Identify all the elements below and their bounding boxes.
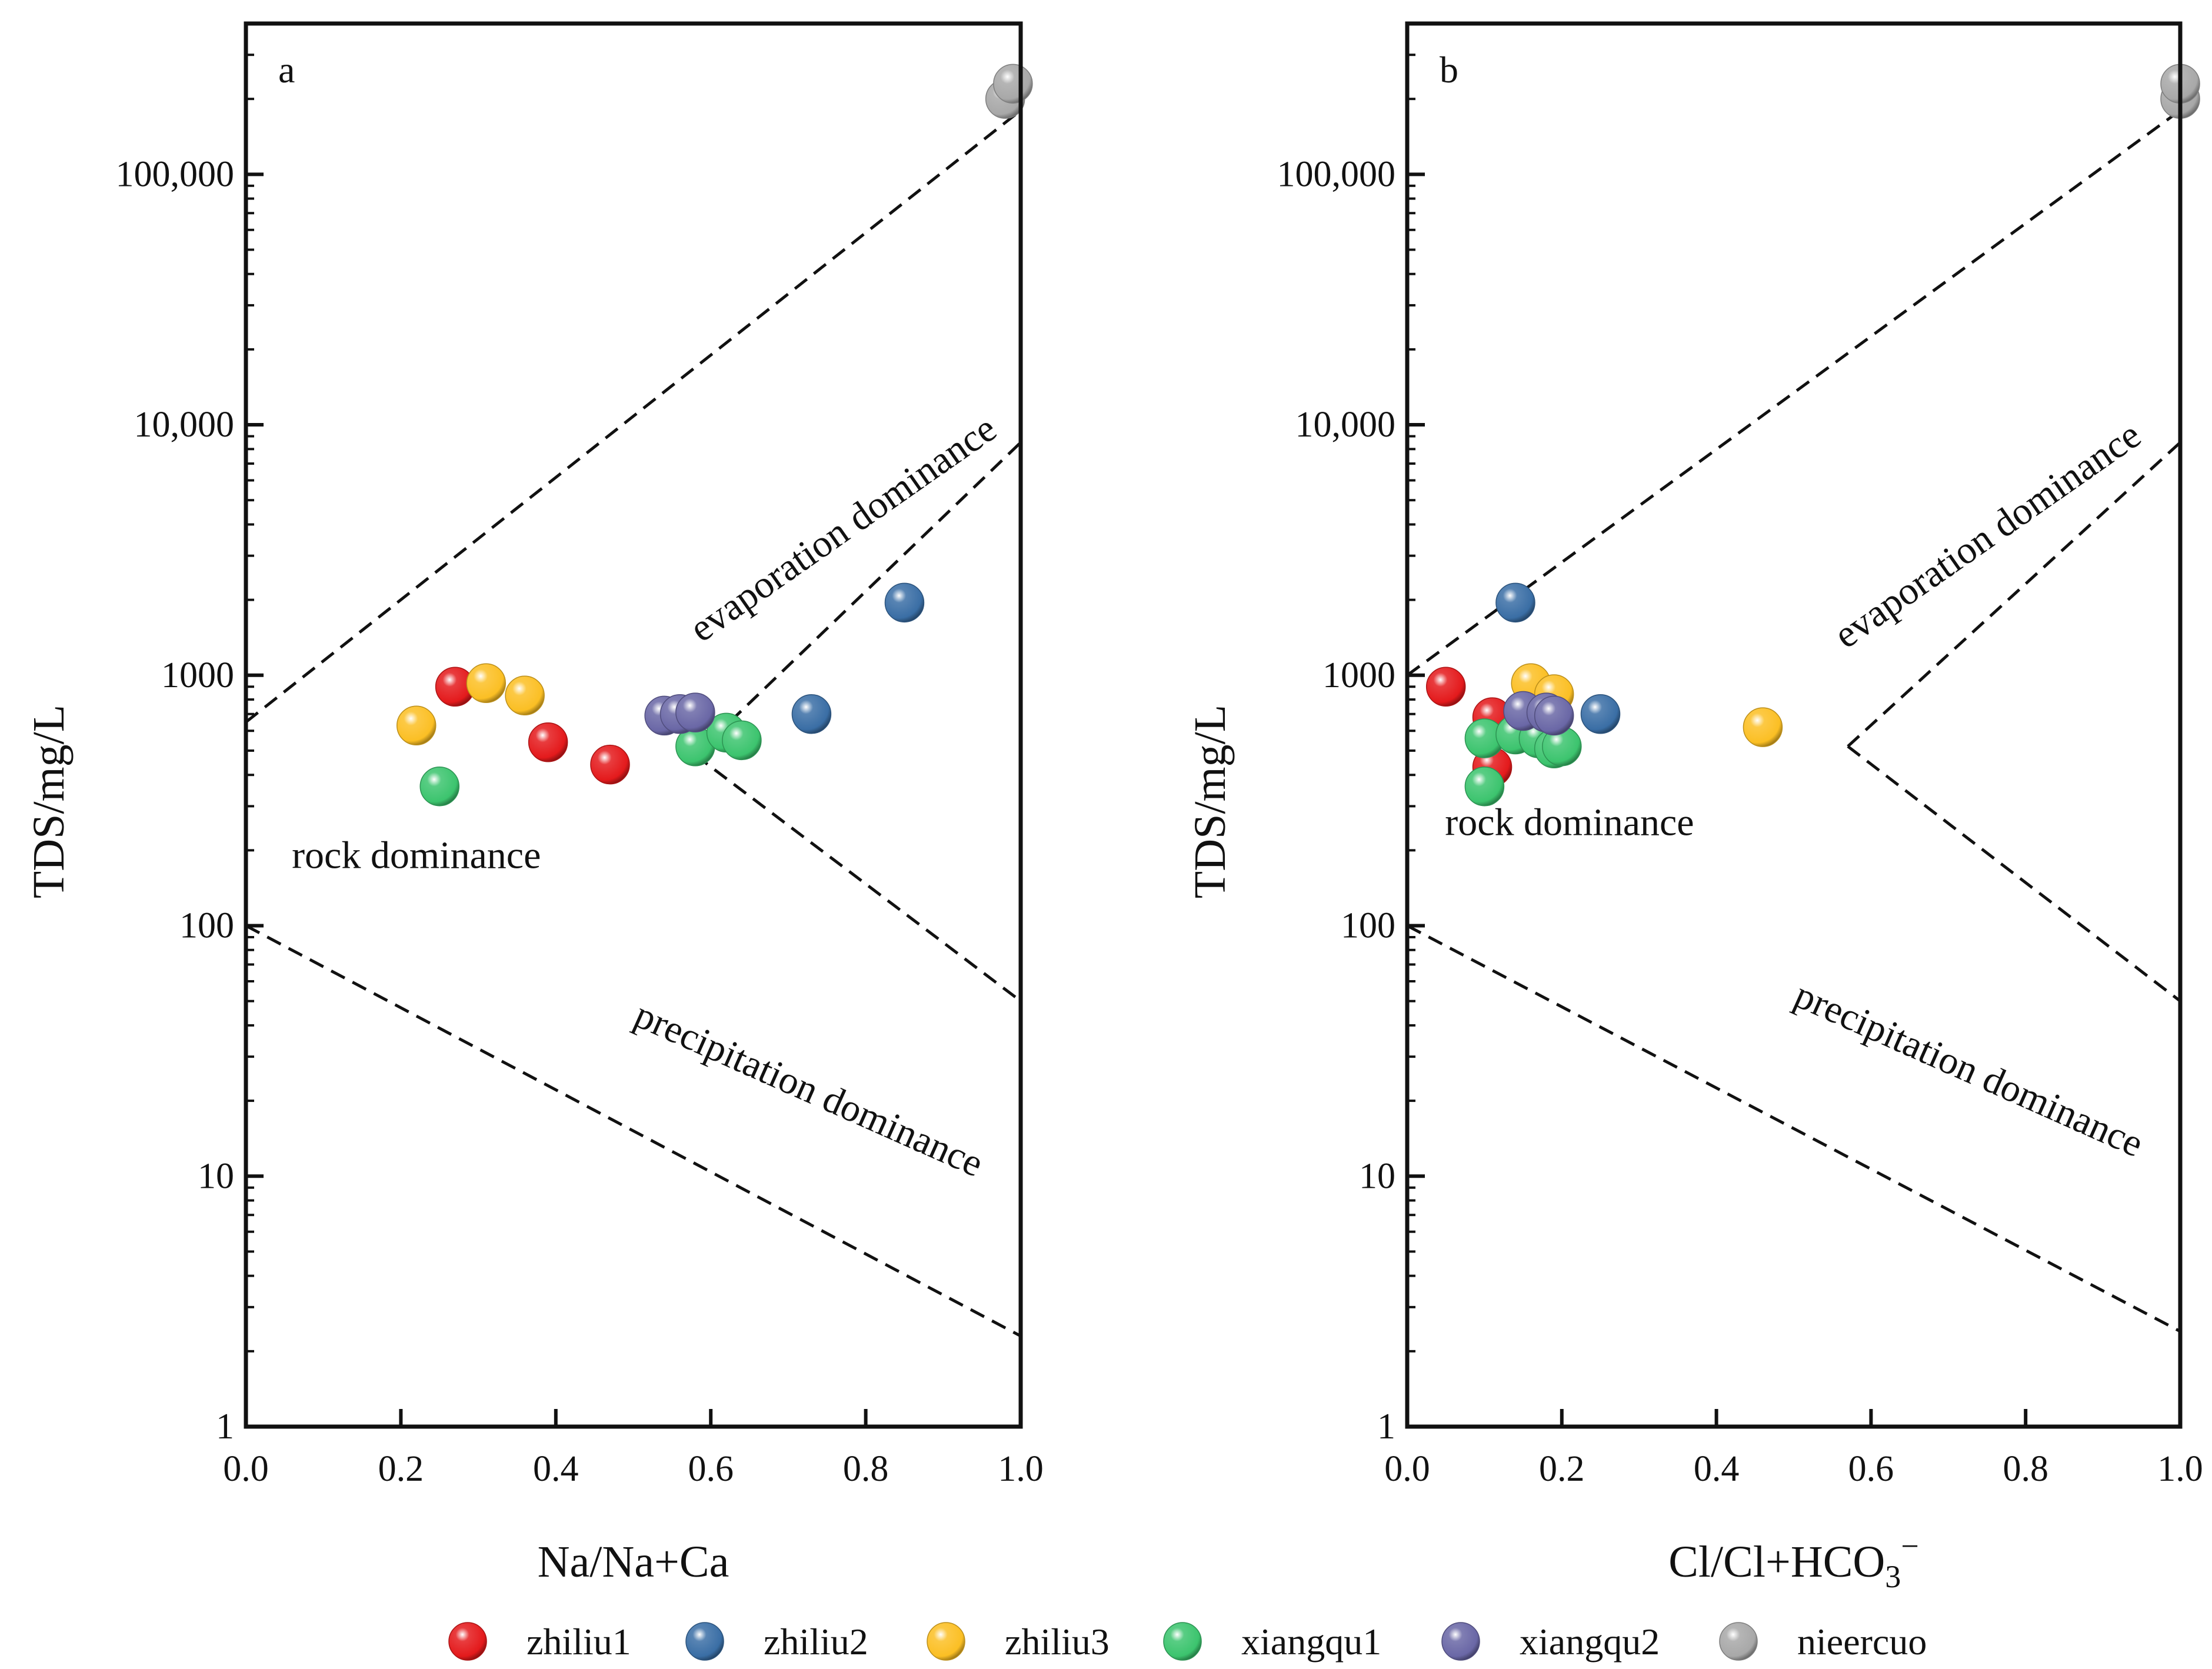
legend-marker-xiangqu1 bbox=[1163, 1622, 1202, 1661]
legend: zhiliu1 zhiliu2 zhiliu3 xiangqu1 xiangqu2 nie… bbox=[448, 1621, 1927, 1663]
legend-label: zhiliu3 bbox=[1005, 1621, 1110, 1663]
x-tick-label: 1.0 bbox=[998, 1449, 1044, 1489]
boundary-inner-upper bbox=[1847, 441, 2180, 748]
data-point-zhiliu1 bbox=[590, 744, 630, 785]
boundary-inner-lower bbox=[694, 754, 1021, 1002]
x-tick-label: 0.2 bbox=[378, 1449, 424, 1489]
y-tick-label: 10,000 bbox=[1295, 405, 1396, 445]
x-axis-title-main: Cl/Cl+HCO bbox=[1668, 1537, 1885, 1587]
data-point-zhiliu2 bbox=[791, 694, 832, 734]
boundary-lower bbox=[1407, 924, 2180, 1333]
y-tick-label: 1 bbox=[216, 1407, 234, 1447]
y-tick-label: 100,000 bbox=[116, 154, 235, 194]
data-point-zhiliu2 bbox=[1495, 582, 1535, 623]
data-point-xiangqu1 bbox=[1464, 766, 1505, 807]
x-axis-title-subscript: 3 bbox=[1885, 1559, 1901, 1594]
y-axis-title: TDS/mg/L bbox=[24, 705, 74, 898]
plot-frame bbox=[244, 21, 1023, 1429]
x-axis-title: Cl/Cl+HCO3− bbox=[1668, 1528, 1919, 1594]
data-point-xiangqu2 bbox=[675, 692, 715, 732]
boundary-lower bbox=[246, 924, 1021, 1338]
x-tick-label: 0.6 bbox=[1848, 1449, 1894, 1489]
legend-label: xiangqu2 bbox=[1520, 1621, 1660, 1663]
data-point-zhiliu1 bbox=[1425, 667, 1466, 707]
boundary-inner-upper bbox=[694, 441, 1021, 757]
data-point-xiangqu2 bbox=[1534, 695, 1574, 736]
x-tick-label: 0.8 bbox=[843, 1449, 889, 1489]
x-tick-label: 0.8 bbox=[2003, 1449, 2048, 1489]
y-tick-label: 100,000 bbox=[1277, 154, 1396, 194]
legend-label: zhiliu2 bbox=[764, 1621, 868, 1663]
region-label: rock dominance bbox=[292, 834, 541, 877]
region-label: precipitation dominance bbox=[1788, 973, 2150, 1165]
y-tick-label: 10 bbox=[198, 1156, 234, 1196]
legend-marker-zhiliu2 bbox=[685, 1622, 724, 1661]
x-axis-title-superscript: − bbox=[1901, 1528, 1918, 1564]
data-point-zhiliu3 bbox=[505, 675, 545, 715]
legend-marker-nieercuo bbox=[1719, 1622, 1758, 1661]
boundary-lines bbox=[1407, 109, 2180, 1333]
x-axis-title: Na/Na+Ca bbox=[538, 1537, 729, 1587]
legend-label: zhiliu1 bbox=[527, 1621, 631, 1663]
data-point-xiangqu1 bbox=[419, 766, 459, 807]
boundary-inner-lower bbox=[1847, 745, 2180, 1002]
y-tick-label: 1000 bbox=[161, 655, 234, 695]
x-tick-label: 1.0 bbox=[2157, 1449, 2203, 1489]
y-tick-label: 10,000 bbox=[134, 405, 235, 445]
boundary-upper bbox=[1407, 109, 2180, 677]
x-tick-label: 0.2 bbox=[1539, 1449, 1585, 1489]
y-tick-label: 10 bbox=[1359, 1156, 1395, 1196]
boundary-lines bbox=[246, 109, 1021, 1338]
x-tick-label: 0.0 bbox=[1384, 1449, 1430, 1489]
legend-marker-zhiliu1 bbox=[448, 1622, 487, 1661]
panel-label: a bbox=[278, 49, 295, 91]
y-axis-title: TDS/mg/L bbox=[1185, 705, 1235, 898]
data-point-zhiliu3 bbox=[396, 705, 437, 745]
panel-b: 1 10 100 1000 10,000 100,000 0.0 0.2 0.4 0.6 0.8 1.… bbox=[1185, 21, 2203, 1594]
data-point-zhiliu2 bbox=[1580, 694, 1621, 734]
x-tick-label: 0.4 bbox=[1694, 1449, 1740, 1489]
plot-frame bbox=[1405, 21, 2183, 1429]
y-tick-label: 1000 bbox=[1322, 655, 1395, 695]
x-tick-label: 0.4 bbox=[533, 1449, 579, 1489]
legend-marker-zhiliu3 bbox=[927, 1622, 965, 1661]
boundary-upper bbox=[246, 109, 1021, 724]
legend-label: nieercuo bbox=[1797, 1621, 1927, 1663]
data-point-nieercuo bbox=[993, 64, 1033, 104]
x-axis-title-main: Na/Na+Ca bbox=[538, 1537, 729, 1587]
y-tick-label: 100 bbox=[179, 906, 234, 946]
panel-a: 1 10 100 1000 10,000 100,000 0.0 0.2 0.4 0.6 0.8 1.… bbox=[24, 21, 1044, 1587]
x-tick-label: 0.6 bbox=[688, 1449, 734, 1489]
panel-label: b bbox=[1440, 49, 1458, 91]
region-label: evaporation dominance bbox=[1826, 413, 2148, 657]
data-point-xiangqu1 bbox=[722, 720, 762, 761]
x-tick-label: 0.0 bbox=[223, 1449, 269, 1489]
legend-label: xiangqu1 bbox=[1241, 1621, 1381, 1663]
data-point-zhiliu1 bbox=[528, 722, 568, 762]
legend-marker-xiangqu2 bbox=[1441, 1622, 1480, 1661]
region-label: rock dominance bbox=[1445, 801, 1694, 844]
y-tick-label: 100 bbox=[1341, 906, 1395, 946]
data-point-zhiliu3 bbox=[1743, 707, 1783, 747]
data-point-zhiliu3 bbox=[466, 663, 507, 703]
y-tick-label: 1 bbox=[1377, 1407, 1395, 1447]
data-point-zhiliu2 bbox=[884, 582, 925, 623]
